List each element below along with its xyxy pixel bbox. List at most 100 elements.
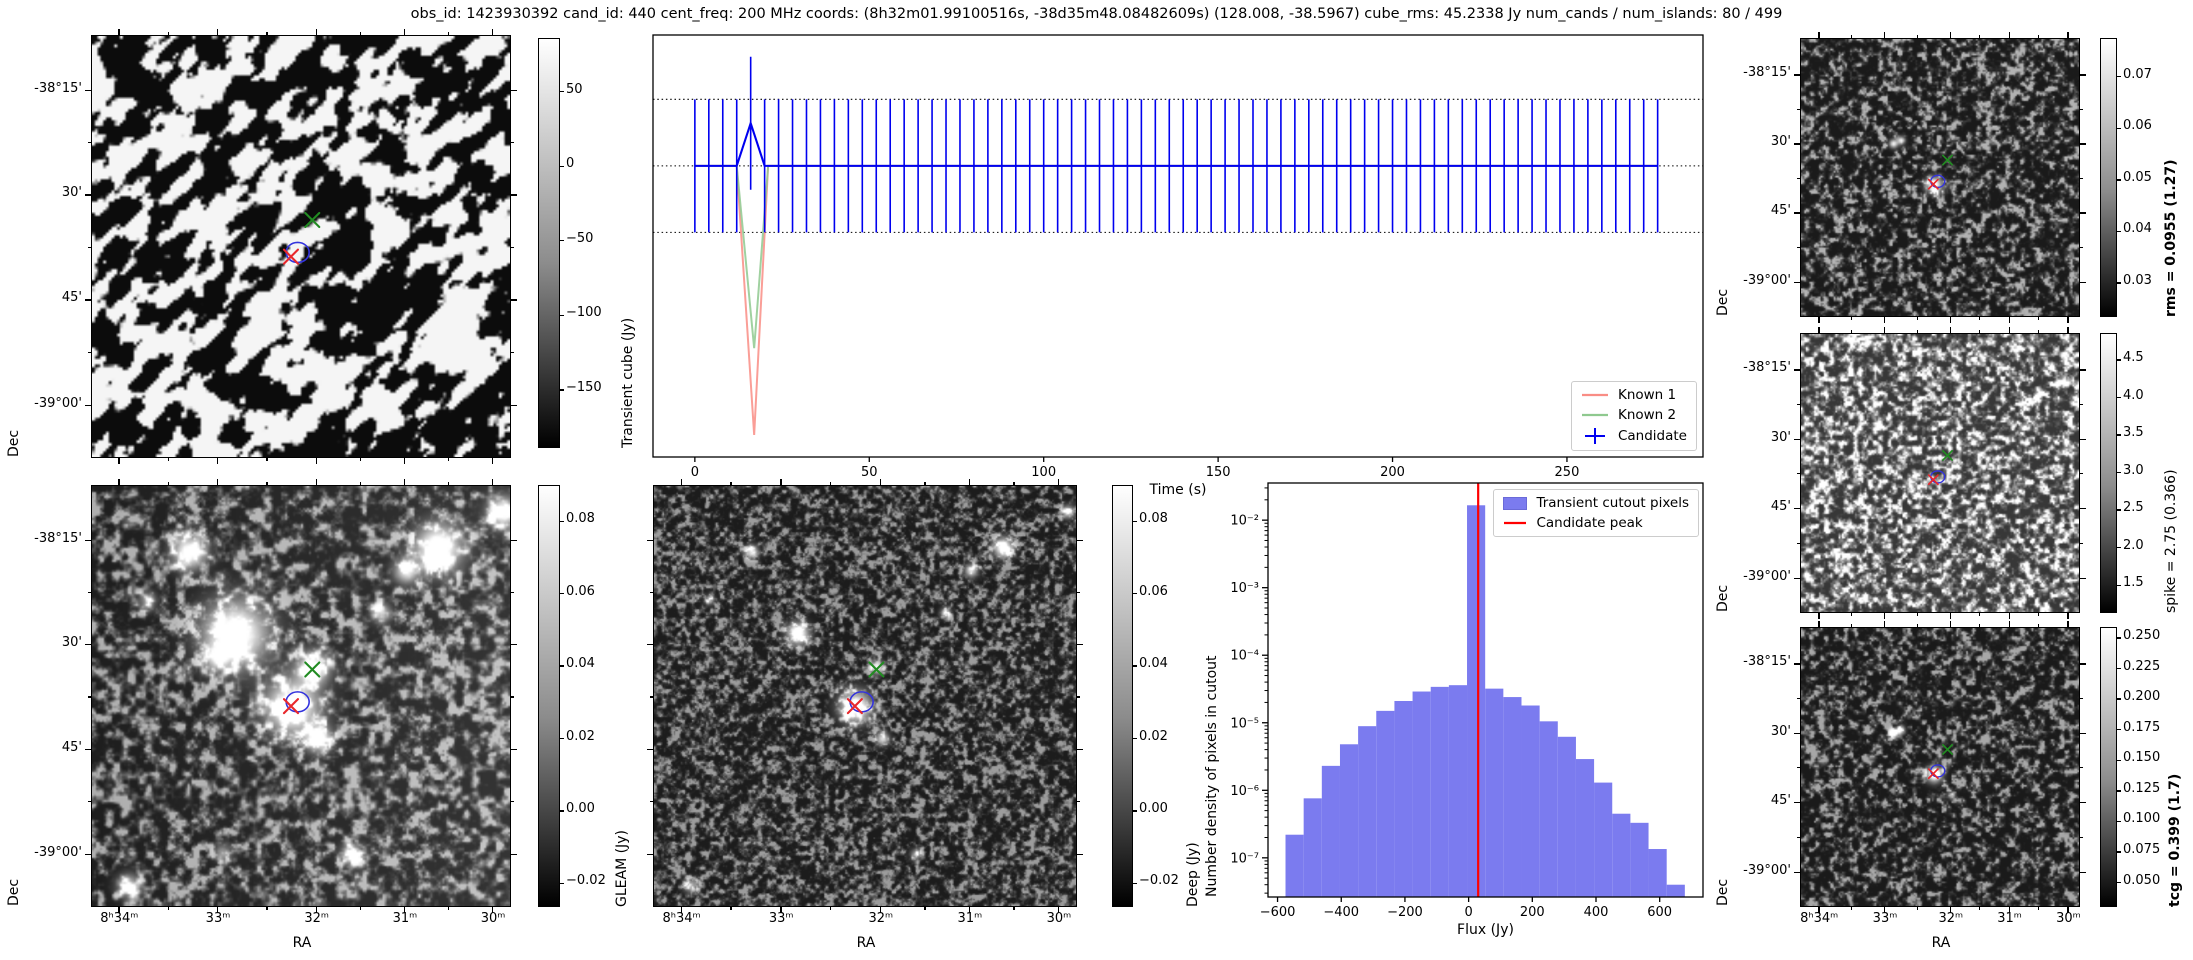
axis-tick [2008, 316, 2010, 323]
ra-tick-label: 30ᵐ [480, 911, 506, 926]
dec-axis-label: Dec [6, 878, 22, 906]
axis-tick [2067, 32, 2069, 39]
axis-tick [2079, 542, 2083, 545]
histogram-ylabel: Number density of pixels in cutout [1204, 655, 1220, 898]
svg-text:200: 200 [1520, 905, 1545, 920]
axis-tick [2079, 473, 2083, 475]
gleam-cutout: -38°15' 30' 45' -39°00' 8ʰ34ᵐ 33ᵐ 32ᵐ 31ᵐ 30ᵐ Dec… [6, 479, 517, 951]
colorbar-tick [560, 882, 564, 885]
legend-label: Known 1 [1617, 387, 1677, 403]
legend-item-candidate-peak: Candidate peak [1503, 515, 1689, 531]
axis-tick [492, 29, 494, 36]
axis-tick [879, 479, 882, 486]
axis-tick [2038, 624, 2040, 628]
colorbar-gradient [2100, 333, 2117, 613]
axis-tick [680, 906, 682, 913]
colorbar-tick-label: 0.04 [1139, 656, 1168, 672]
dec-tick-label: -38°15' [1743, 654, 1791, 670]
histogram-xlabel: Flux (Jy) [1457, 922, 1514, 938]
axis-tick [1949, 32, 1952, 39]
axis-tick [650, 696, 654, 698]
dec-tick-label: 45' [1770, 499, 1791, 514]
axis-tick [266, 906, 268, 910]
axis-tick [88, 352, 92, 354]
axis-tick [85, 404, 92, 407]
colorbar-tick [1133, 592, 1137, 595]
ra-tick-label: 32ᵐ [868, 911, 894, 926]
colorbar-tick-label: 0.03 [2123, 272, 2152, 288]
svg-text:10⁻⁵: 10⁻⁵ [1230, 716, 1259, 731]
colorbar-tick-label: −150 [566, 379, 602, 395]
colorbar-tick [2117, 546, 2121, 549]
ra-tick-label: 31ᵐ [1997, 911, 2022, 926]
tcg-image [1801, 628, 2079, 906]
colorbar-tick [2117, 637, 2121, 639]
axis-tick [1916, 316, 1919, 320]
axis-tick [1851, 624, 1853, 628]
colorbar-tick-label: 0.07 [2123, 66, 2152, 82]
axis-tick [2079, 281, 2086, 284]
colorbar-tick-label: 3.0 [2123, 462, 2144, 478]
axis-tick [85, 89, 92, 92]
colorbar-tick-label: 1.5 [2123, 575, 2144, 591]
axis-tick [1797, 836, 1801, 839]
ra-tick-label: 8ʰ34ᵐ [662, 911, 701, 926]
svg-text:10⁻⁶: 10⁻⁶ [1230, 784, 1259, 799]
lightcurve-plot: 0 50 100 150 200 250 [652, 34, 1704, 480]
axis-tick [1794, 438, 1801, 440]
ra-tick-label: 33ᵐ [768, 911, 794, 926]
colorbar-tick-label: 0.02 [1139, 728, 1168, 744]
axis-tick [1794, 74, 1801, 76]
axis-tick [359, 32, 361, 36]
axis-tick [2008, 32, 2010, 39]
ra-tick-label: 33ᵐ [1872, 911, 1898, 926]
axis-tick [1797, 177, 1801, 179]
axis-tick [2038, 906, 2040, 910]
axis-tick [85, 194, 92, 196]
axis-tick [88, 246, 92, 249]
axis-tick [1979, 35, 1981, 39]
axis-tick [118, 29, 120, 36]
lightcurve-panel: 0 50 100 150 200 250 Time (s) Known 1 Known 2… [652, 34, 1704, 498]
dec-tick-label: 45' [61, 290, 82, 306]
cutout-markers [282, 211, 321, 265]
colorbar-tick-label: 4.0 [2123, 387, 2144, 403]
svg-text:600: 600 [1647, 905, 1672, 920]
axis-tick [510, 853, 517, 856]
axis-tick [1076, 591, 1080, 594]
axis-tick [968, 479, 971, 486]
axis-tick [510, 696, 514, 698]
axis-tick [1979, 316, 1981, 320]
axis-tick [1979, 624, 1981, 628]
colorbar-tick [2117, 584, 2121, 586]
dec-tick-label: -39°00' [1743, 568, 1791, 584]
axis-tick [510, 142, 514, 144]
axis-tick [2079, 212, 2086, 214]
colorbar-tick-label: 0.05 [2123, 169, 2152, 185]
axis-tick [2079, 247, 2083, 249]
axis-tick [2079, 697, 2083, 700]
axis-tick [1884, 316, 1886, 323]
axis-tick [1797, 247, 1801, 249]
axis-tick [1851, 35, 1853, 39]
colorbar-tick-label: 0.00 [566, 801, 595, 816]
colorbar-tick [560, 314, 564, 316]
svg-text:−400: −400 [1323, 905, 1359, 920]
svg-text:0: 0 [691, 465, 699, 480]
axis-tick [118, 457, 120, 464]
known-source-marker-icon [1942, 450, 1953, 461]
deep-cutout: 8ʰ34ᵐ 33ᵐ 32ᵐ 31ᵐ 30ᵐ RA [647, 479, 1083, 951]
svg-text:10⁻²: 10⁻² [1230, 514, 1259, 529]
axis-tick [2067, 906, 2069, 913]
colorbar-tick-label: 0.050 [2123, 872, 2161, 888]
transient-cube-colorbar: Transient cube (Jy) 50 0 −50 −100 −150 [538, 38, 636, 448]
svg-text:50: 50 [861, 465, 878, 480]
axis-tick [1794, 732, 1801, 734]
cutout-markers [1927, 450, 1953, 486]
dec-tick-label: 30' [1770, 134, 1791, 150]
dec-axis-label: Dec [6, 429, 22, 457]
ra-axis-label: RA [856, 935, 876, 951]
axis-tick [1884, 32, 1886, 39]
axis-tick [510, 801, 514, 803]
axis-tick [2079, 663, 2086, 665]
